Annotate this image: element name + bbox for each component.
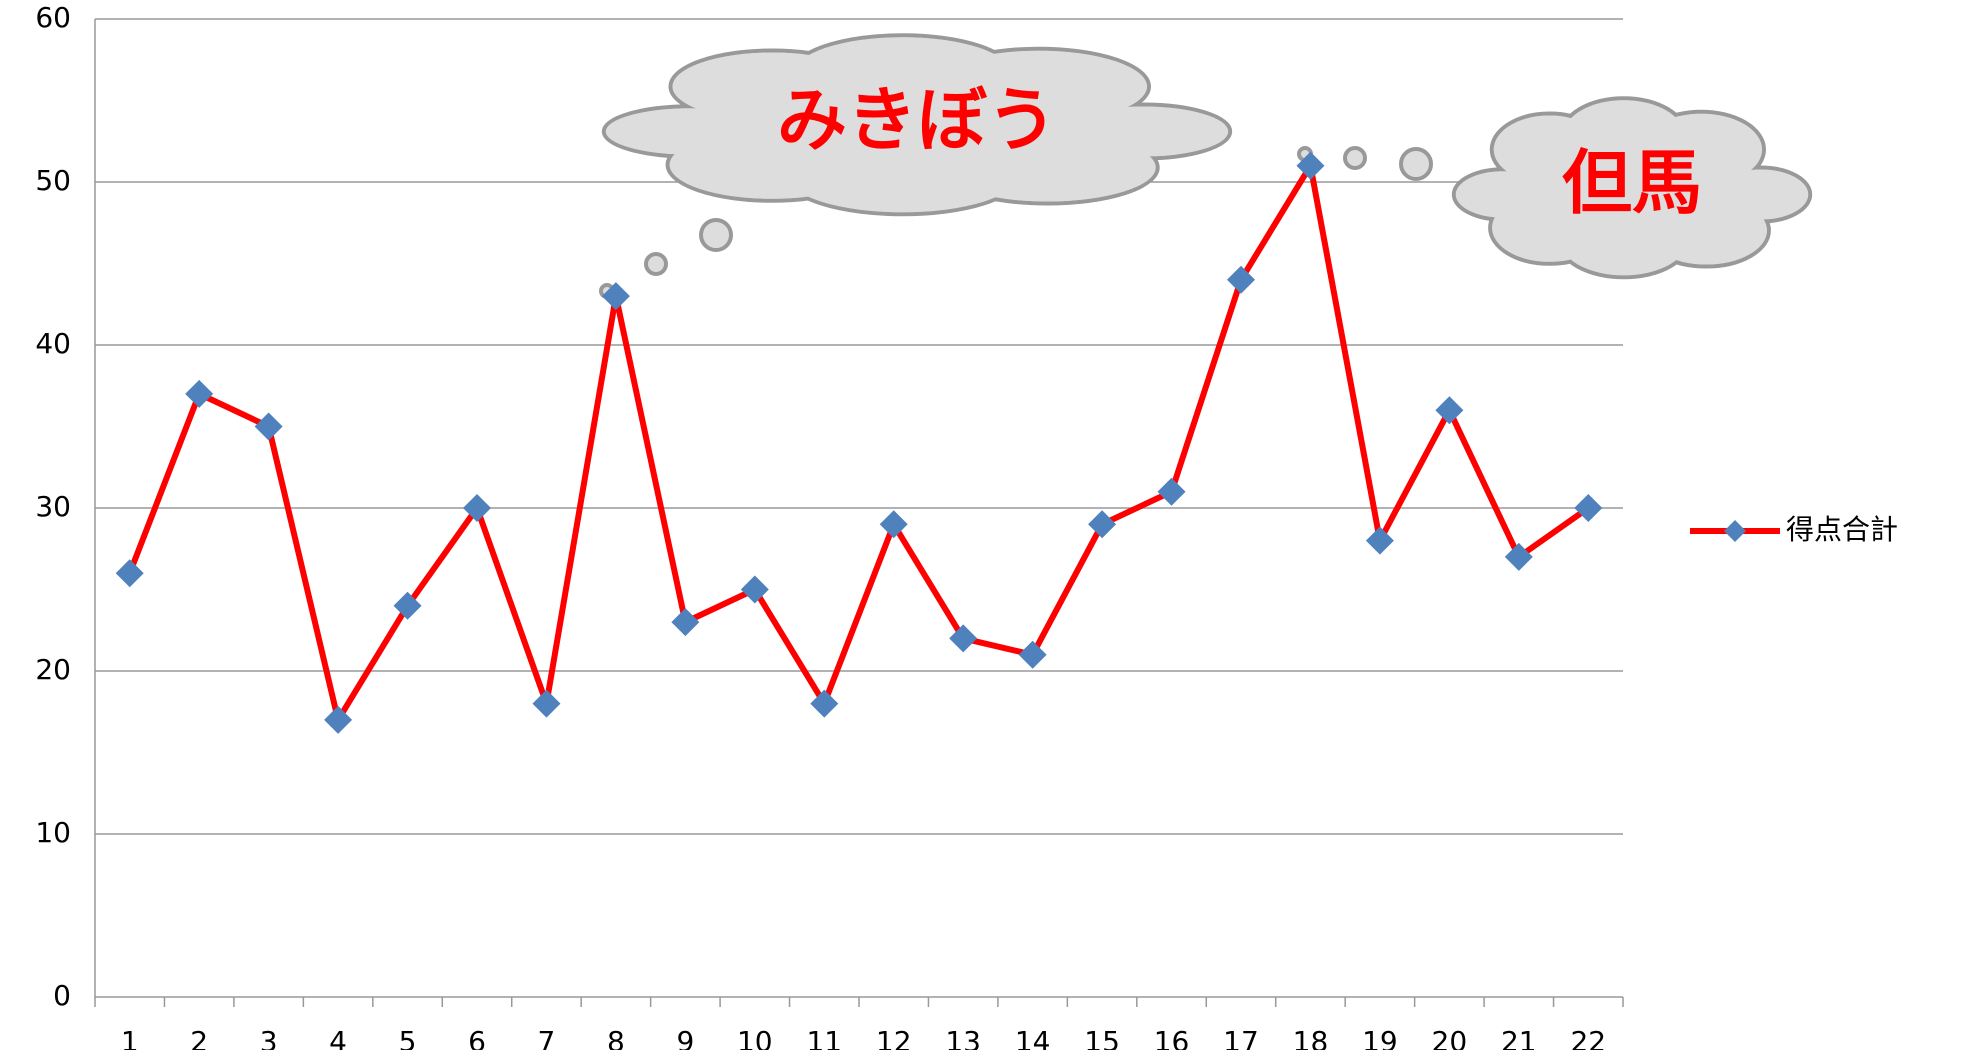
marker: [324, 706, 352, 734]
y-tick-label: 50: [35, 164, 71, 197]
x-tick-label: 13: [945, 1025, 981, 1050]
x-tick-label: 15: [1084, 1025, 1120, 1050]
marker: [255, 413, 283, 441]
series-line: [130, 166, 1589, 720]
x-tick-label: 12: [876, 1025, 912, 1050]
marker: [185, 380, 213, 408]
x-tick-label: 9: [676, 1025, 694, 1050]
thought-cloud: [1299, 98, 1810, 277]
x-tick-label: 14: [1015, 1025, 1051, 1050]
marker: [1366, 527, 1394, 555]
y-tick-label: 0: [53, 979, 71, 1012]
marker: [532, 690, 560, 718]
x-tick-label: 6: [468, 1025, 486, 1050]
marker: [810, 690, 838, 718]
marker: [1227, 266, 1255, 294]
marker: [1019, 641, 1047, 669]
y-tick-label: 10: [35, 816, 71, 849]
thought-bubble: [646, 254, 666, 274]
y-tick-label: 40: [35, 327, 71, 360]
x-tick-label: 8: [607, 1025, 625, 1050]
marker: [880, 510, 908, 538]
x-tick-label: 11: [806, 1025, 842, 1050]
thought-bubble: [1401, 149, 1431, 179]
x-tick-label: 3: [260, 1025, 278, 1050]
legend-marker: [1724, 520, 1746, 542]
marker: [1158, 478, 1186, 506]
x-tick-label: 19: [1362, 1025, 1398, 1050]
thought-bubble: [701, 220, 731, 250]
x-tick-label: 2: [190, 1025, 208, 1050]
x-tick-label: 17: [1223, 1025, 1259, 1050]
marker: [741, 576, 769, 604]
x-tick-label: 22: [1570, 1025, 1606, 1050]
x-tick-label: 21: [1501, 1025, 1537, 1050]
chart: 0102030405060123456789101112131415161718…: [0, 0, 1970, 1050]
x-tick-label: 20: [1432, 1025, 1468, 1050]
marker: [116, 559, 144, 587]
x-tick-label: 18: [1293, 1025, 1329, 1050]
x-tick-label: 10: [737, 1025, 773, 1050]
x-tick-label: 16: [1154, 1025, 1190, 1050]
x-tick-label: 5: [399, 1025, 417, 1050]
x-tick-label: 4: [329, 1025, 347, 1050]
marker: [949, 624, 977, 652]
annotation: みきぼう: [777, 79, 1057, 161]
annotation: 但馬: [1562, 142, 1702, 224]
x-tick-label: 1: [121, 1025, 139, 1050]
y-tick-label: 20: [35, 653, 71, 686]
y-tick-label: 60: [35, 1, 71, 34]
y-tick-label: 30: [35, 490, 71, 523]
marker: [671, 608, 699, 636]
marker: [1435, 396, 1463, 424]
legend-label: 得点合計: [1786, 513, 1898, 546]
marker: [1088, 510, 1116, 538]
thought-cloud: [601, 35, 1230, 297]
x-tick-label: 7: [538, 1025, 556, 1050]
thought-bubble: [1345, 148, 1365, 168]
